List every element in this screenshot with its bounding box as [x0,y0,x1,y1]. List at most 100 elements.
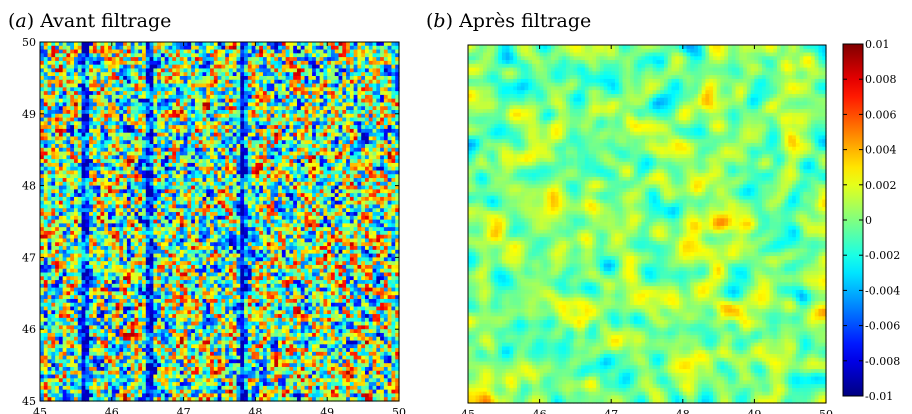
heatmap-cell [312,45,317,51]
heatmap-cell [111,76,117,81]
heatmap-cell [160,72,166,77]
heatmap-cell [251,189,256,194]
heatmap-cell [43,189,49,194]
heatmap-cell [210,113,215,119]
heatmap-cell [334,181,340,187]
heatmap-cell [270,110,275,115]
heatmap-cell [300,91,306,96]
heatmap-cell [300,215,306,221]
heatmap-cell [221,125,226,130]
heatmap-cell [334,215,340,221]
heatmap-cell [274,136,279,141]
heatmap-cell [376,174,381,179]
heatmap-cell [319,45,325,51]
heatmap-cell [236,68,241,73]
heatmap-cell [194,72,200,77]
heatmap-cell [149,204,154,209]
heatmap-cell [179,60,185,66]
heatmap-cell [81,155,86,160]
heatmap-cell [66,227,71,232]
heatmap-cell [232,178,238,183]
heatmap-cell [130,151,136,156]
heatmap-cell [115,219,120,224]
heatmap-cell [376,121,381,126]
heatmap-cell [213,162,219,168]
heatmap-cell [274,155,279,160]
heatmap-cell [206,155,211,160]
heatmap-cell [296,87,302,92]
heatmap-cell [85,178,90,183]
heatmap-cell [361,215,366,221]
heatmap-cell [58,208,64,213]
heatmap-cell [247,68,253,73]
heatmap-cell [198,215,204,221]
heatmap-cell [70,181,75,187]
heatmap-cell [89,79,94,85]
heatmap-cell [70,98,75,104]
heatmap-cell [380,125,385,130]
heatmap-cell [368,113,374,119]
heatmap-cell [43,212,49,217]
heatmap-cell [191,121,196,126]
heatmap-cell [304,42,309,47]
heatmap-cell [145,53,151,58]
heatmap-cell [134,113,139,119]
heatmap-cell [62,60,68,66]
heatmap-cell [74,117,79,122]
heatmap-cell [334,140,340,145]
heatmap-cell [312,60,317,66]
heatmap-cell [262,68,268,73]
heatmap-cell [327,166,332,172]
heatmap-cell [77,189,83,194]
heatmap-cell [232,181,238,187]
heatmap-cell [104,121,109,126]
heatmap-cell [123,94,128,100]
heatmap-cell [281,125,287,130]
heatmap-cell [85,151,90,156]
heatmap-cell [142,147,147,153]
heatmap-cell [334,200,340,206]
heatmap-cell [357,57,362,62]
heatmap-cell [58,181,64,187]
heatmap-cell [342,174,347,179]
heatmap-cell [225,83,230,88]
heatmap-cell [172,91,177,96]
heatmap-cell [251,170,256,175]
heatmap-cell [81,200,86,206]
heatmap-cell [153,64,158,70]
heatmap-cell [168,45,173,51]
heatmap-cell [327,125,332,130]
heatmap-cell [191,234,196,240]
heatmap-cell [285,162,291,168]
heatmap-cell [285,53,291,58]
heatmap-cell [100,189,105,194]
heatmap-cell [372,174,377,179]
heatmap-cell [349,117,355,122]
heatmap-cell [327,98,332,104]
heatmap-cell [89,170,94,175]
heatmap-cell [210,76,215,81]
heatmap-cell [353,64,359,70]
heatmap-cell [43,136,49,141]
heatmap-cell [77,94,83,100]
heatmap-cell [179,136,185,141]
heatmap-cell [296,68,302,73]
heatmap-cell [179,72,185,77]
heatmap-cell [92,166,98,172]
heatmap-cell [55,79,60,85]
heatmap-cell [70,234,75,240]
heatmap-cell [387,94,393,100]
heatmap-cell [96,87,102,92]
heatmap-cell [338,121,343,126]
heatmap-cell [172,234,177,240]
heatmap-cell [176,136,181,141]
heatmap-cell [327,91,332,96]
heatmap-cell [85,189,90,194]
heatmap-cell [74,166,79,172]
heatmap-cell [149,98,154,104]
heatmap-cell [96,230,102,236]
heatmap-cell [327,42,332,47]
heatmap-cell [145,155,151,160]
heatmap-cell [266,189,272,194]
heatmap-cell [281,117,287,122]
